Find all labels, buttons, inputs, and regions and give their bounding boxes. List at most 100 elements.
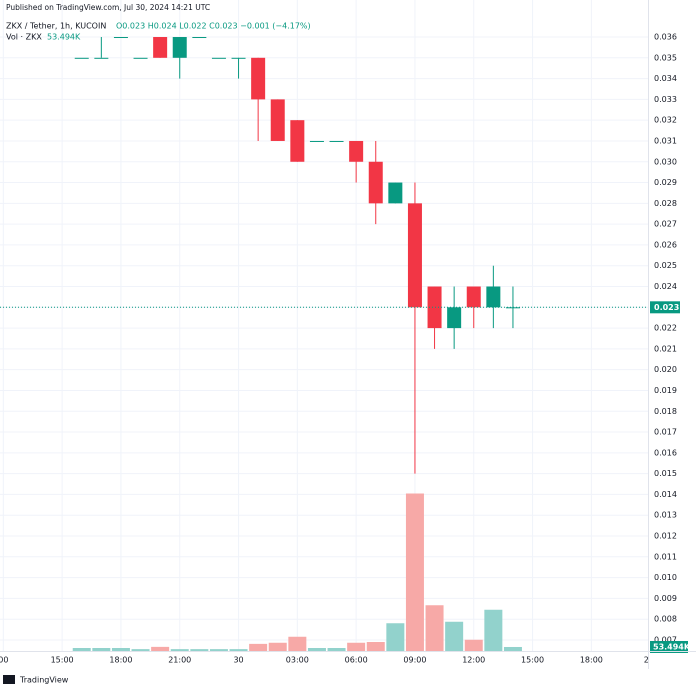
volume-value: 53.494K	[47, 33, 81, 42]
y-tick-label: 0.019	[654, 386, 677, 395]
volume-bar	[386, 623, 405, 651]
y-tick-label: 0.008	[654, 615, 677, 624]
volume-bar	[484, 609, 503, 651]
y-tick-label: 0.025	[654, 261, 677, 270]
y-tick-label: 0.012	[654, 532, 677, 541]
logo	[3, 675, 15, 684]
y-tick-label: 0.009	[654, 594, 677, 603]
candle-body	[153, 37, 168, 58]
volume-bar	[425, 605, 444, 651]
candle-body	[270, 99, 285, 141]
y-tick-label: 0.031	[654, 136, 677, 145]
y-tick-label: 0.034	[654, 74, 677, 83]
volume-bar	[268, 642, 287, 651]
volume-bar	[307, 648, 326, 651]
x-tick-label: 15:00	[51, 656, 74, 665]
volume-bar	[229, 649, 248, 651]
x-tick-label: 18:00	[109, 656, 132, 665]
volume-bar	[72, 648, 91, 651]
volume-bar	[209, 649, 228, 651]
volume-bar	[249, 643, 268, 651]
y-tick-label: 0.007	[654, 635, 677, 644]
candle-body	[211, 57, 226, 59]
y-tick-label: 0.027	[654, 220, 677, 229]
volume-bar	[327, 648, 346, 651]
x-tick-label: 30	[233, 656, 243, 665]
y-tick-label: 0.010	[654, 573, 677, 582]
last-price-box	[650, 301, 680, 314]
candle-body	[486, 286, 501, 308]
x-tick-label: 09:00	[403, 656, 426, 665]
y-tick-label: 0.028	[654, 199, 677, 208]
last-price-label: 0.023	[654, 303, 679, 312]
y-tick-label: 0.011	[654, 552, 677, 561]
candle-body	[251, 57, 266, 100]
volume-bar	[503, 646, 522, 651]
candle-body	[466, 286, 481, 308]
volume-bar	[347, 642, 366, 651]
y-tick-label: 0.033	[654, 95, 677, 104]
y-tick-label: 0.016	[654, 448, 677, 457]
y-tick-label: 0.017	[654, 428, 677, 437]
volume-bar	[288, 636, 307, 651]
candle-body	[113, 37, 128, 39]
x-tick-label: 21:00	[168, 656, 191, 665]
y-tick-label: 0.024	[654, 282, 677, 291]
volume-label-box	[650, 640, 688, 653]
volume-axis-label: 53.494K	[653, 642, 691, 651]
price-axis	[648, 0, 696, 669]
candle-body	[447, 307, 462, 329]
x-tick-label: 06:00	[345, 656, 368, 665]
candle-body	[329, 140, 344, 142]
header: Published on TradingView.com, Jul 30, 20…	[6, 3, 210, 12]
x-tick-label: 18:00	[580, 656, 603, 665]
y-tick-label: 0.036	[654, 33, 677, 42]
volume-bar	[366, 642, 385, 651]
x-tick-label: 00	[0, 656, 8, 665]
volume-bar	[405, 493, 424, 651]
legend-ohlc: O0.023 H0.024 L0.022 C0.023 −0.001 (−4.1…	[116, 22, 311, 31]
volume-bar	[464, 639, 483, 651]
candle-body	[74, 57, 89, 59]
legend-symbol: ZKX / Tether, 1h, KUCOIN	[6, 22, 106, 31]
candle-body	[388, 182, 403, 204]
y-tick-label: 0.021	[654, 344, 677, 353]
x-tick-label: 12:00	[462, 656, 485, 665]
y-tick-label: 0.022	[654, 324, 677, 333]
volume-bar	[170, 649, 189, 651]
x-tick-label: 03:00	[286, 656, 309, 665]
y-tick-label: 0.018	[654, 407, 677, 416]
candle-body	[133, 57, 148, 59]
volume-bar	[111, 648, 130, 651]
candle-body	[231, 57, 246, 59]
candle-body	[192, 37, 207, 39]
y-tick-label: 0.029	[654, 178, 677, 187]
y-tick-label: 0.026	[654, 240, 677, 249]
y-tick-label: 0.035	[654, 53, 677, 62]
candle-body	[309, 140, 324, 142]
y-tick-label: 0.032	[654, 116, 677, 125]
candle-body	[368, 161, 383, 204]
volume-title: Vol · ZKX	[6, 33, 42, 42]
volume-bar	[92, 648, 111, 651]
candle-body	[505, 307, 520, 309]
candle-body	[407, 203, 422, 308]
y-tick-label: 0.030	[654, 157, 677, 166]
volume-bar	[131, 649, 150, 651]
candle-body	[290, 120, 305, 162]
y-tick-label: 0.020	[654, 365, 677, 374]
volume-bar	[151, 646, 170, 651]
y-tick-label: 0.013	[654, 511, 677, 520]
candle-body	[172, 37, 187, 58]
y-tick-label: 0.014	[654, 490, 677, 499]
y-tick-label: 0.015	[654, 469, 677, 478]
plot-area	[0, 0, 651, 651]
x-tick-label: 15:00	[521, 656, 544, 665]
candle-body	[349, 140, 364, 162]
candle-body	[94, 57, 109, 59]
volume-bar	[445, 621, 464, 651]
volume-bar	[190, 649, 209, 651]
footer: TradingView	[19, 676, 69, 685]
candle-body	[427, 286, 442, 329]
